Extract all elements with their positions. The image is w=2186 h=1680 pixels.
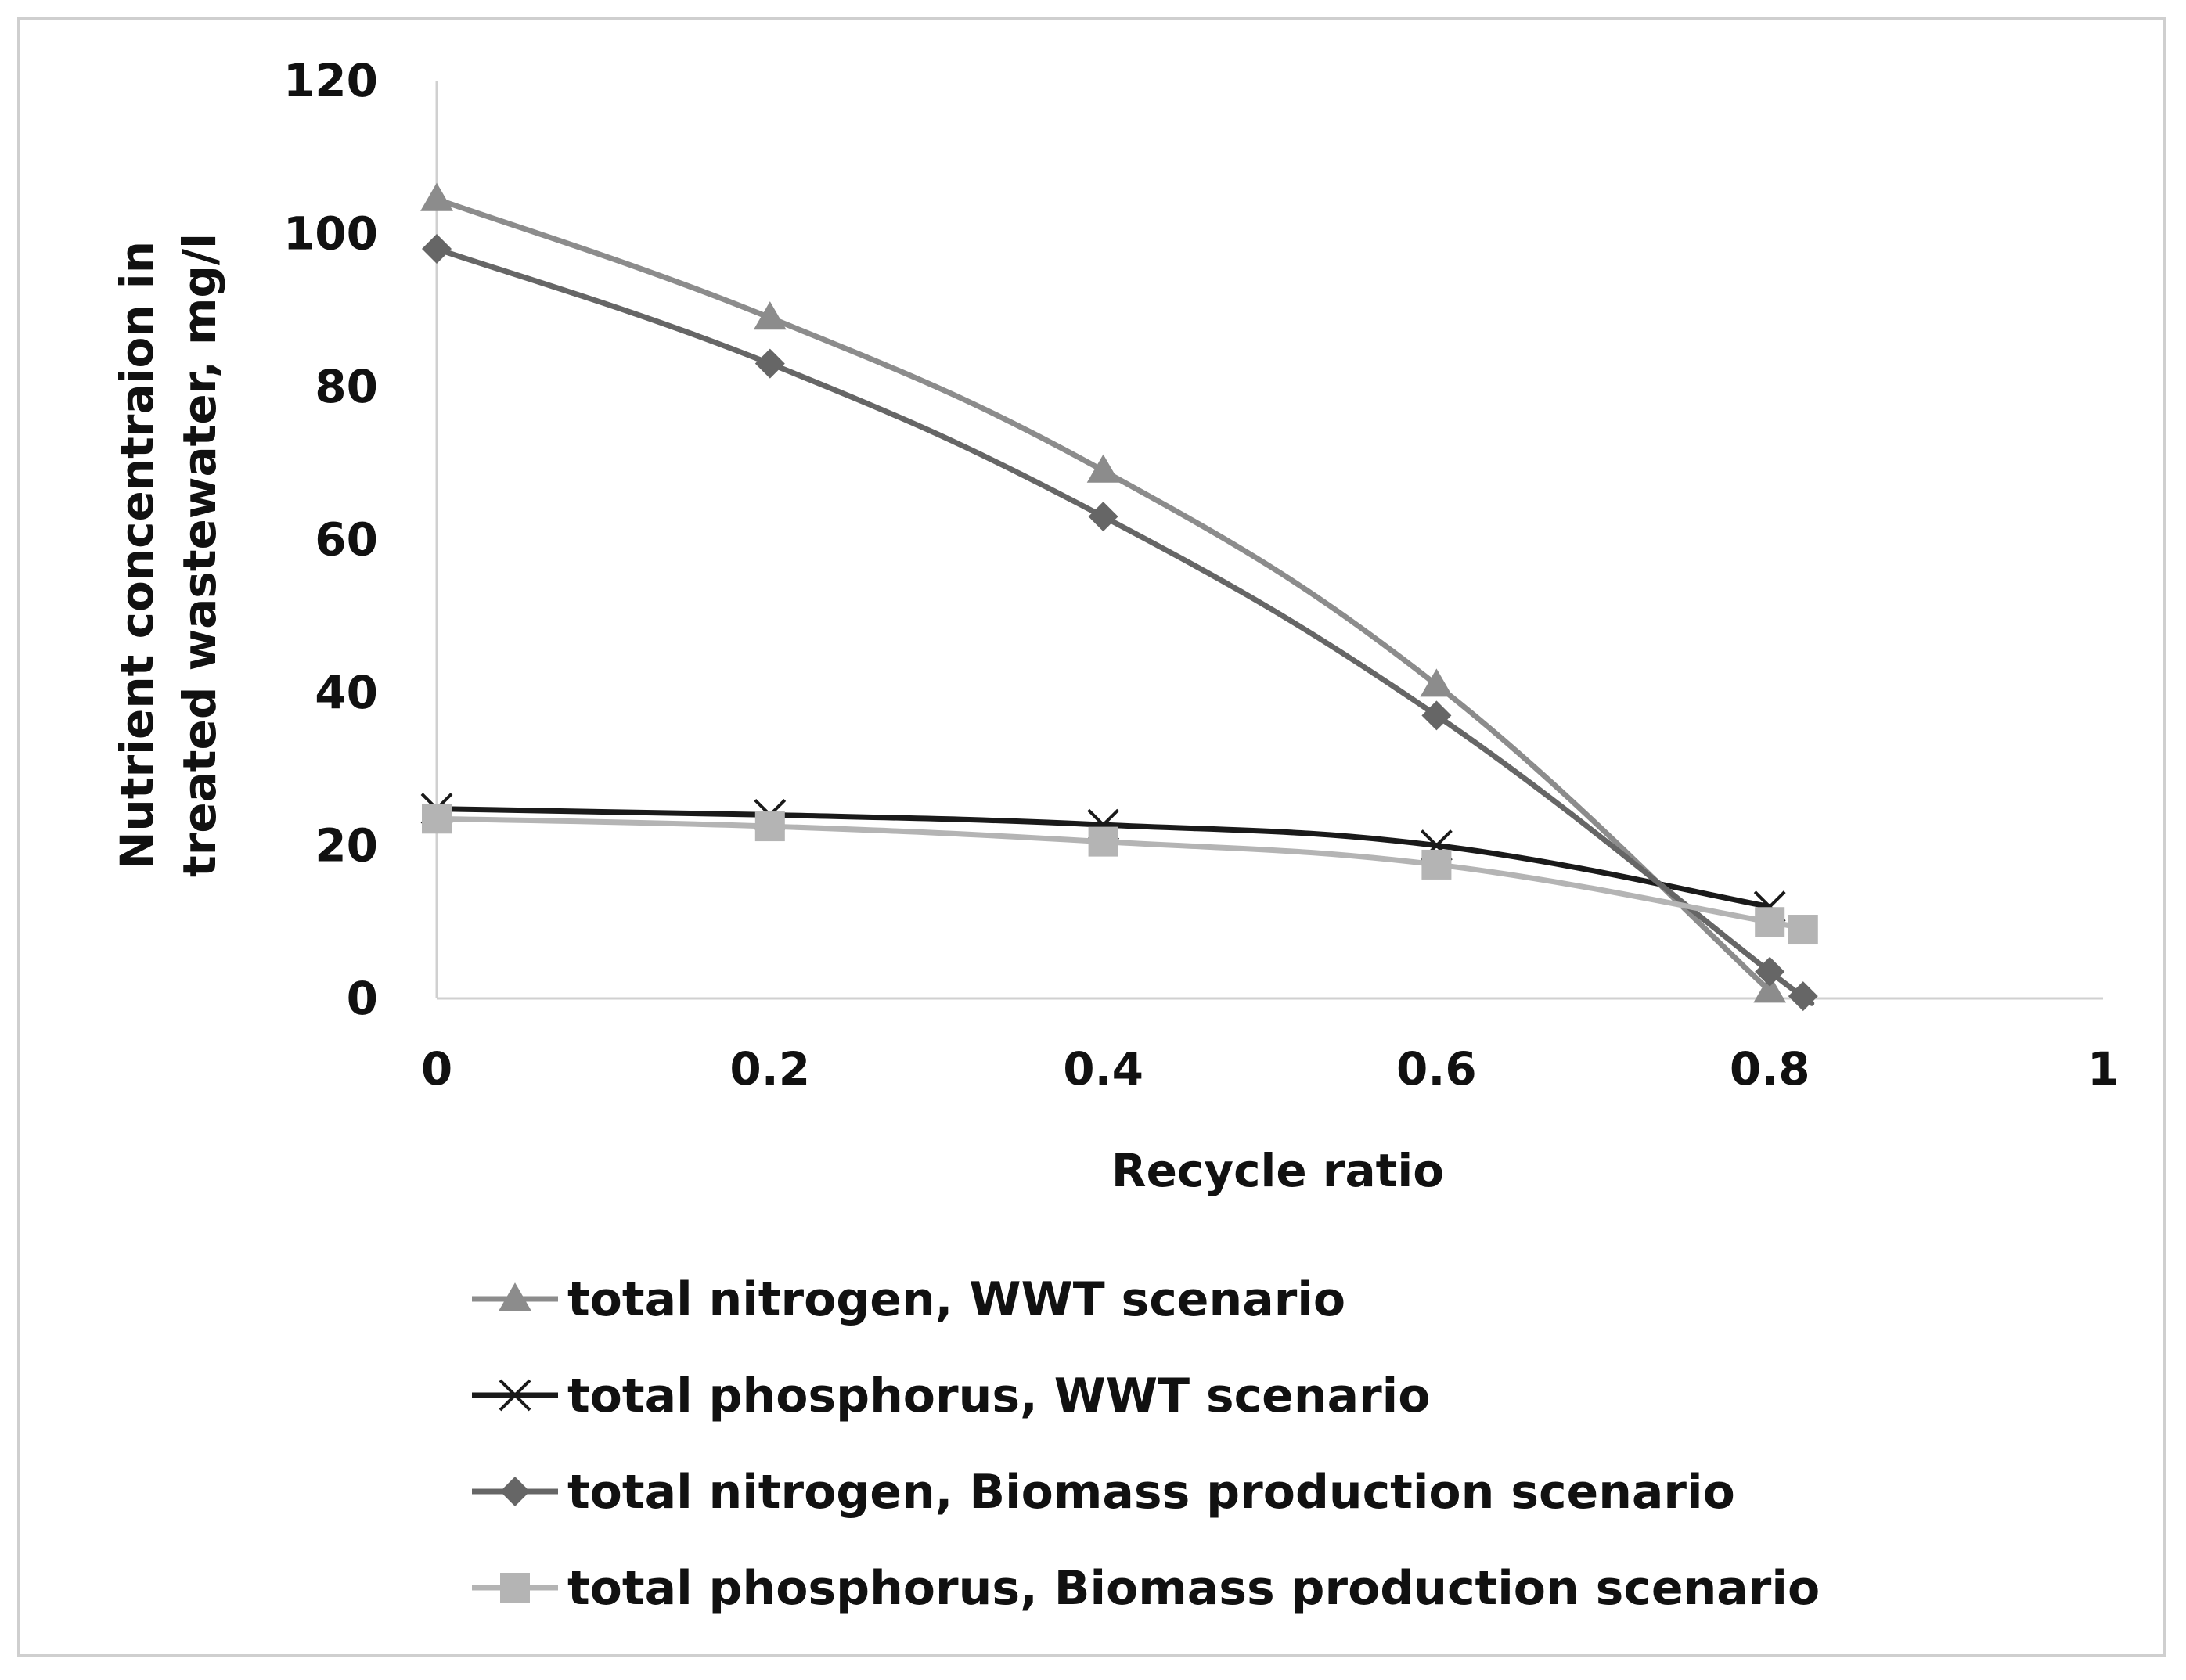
x-axis-title: Recycle ratio [1111,1144,1444,1197]
y-tick-label: 100 [283,207,378,261]
legend-label: total nitrogen, WWT scenario [567,1272,1345,1327]
legend-item: total nitrogen, WWT scenario [472,1272,1345,1327]
series-1 [420,182,1787,1003]
data-point [420,182,453,211]
x-tick-label: 0.8 [1730,1042,1810,1095]
y-tick-label: 60 [315,513,378,567]
y-tick-label: 0 [347,972,378,1025]
data-point [754,348,785,379]
legend-item: total phosphorus, Biomass production sce… [472,1561,1820,1616]
data-point [1086,454,1120,483]
legend-label: total nitrogen, Biomass production scena… [567,1465,1735,1520]
x-tick-label: 0 [421,1042,452,1095]
legend-marker [499,1379,531,1412]
x-tick-label: 0.2 [729,1042,810,1095]
data-point [1788,915,1818,945]
data-point [422,804,452,834]
y-tick-label: 40 [315,666,378,719]
data-point [1088,826,1118,857]
chart-frame: 0 20 40 60 80 100 120 0 0.2 0.4 0.6 0.8 1 Recycle ra… [17,17,2166,1657]
tick-labels: 0 20 40 60 80 100 120 0 0.2 0.4 0.6 0.8 1 [283,54,2119,1095]
data-point [1421,700,1452,731]
series-4 [422,804,1818,945]
series-line [436,815,1815,934]
data-point [422,234,452,264]
y-tick-label: 20 [315,819,378,872]
x-tick-label: 0.6 [1396,1042,1477,1095]
data-point [1788,981,1818,1012]
legend-marker [500,1573,530,1603]
legend-item: total nitrogen, Biomass production scena… [472,1465,1735,1520]
line-chart: 0 20 40 60 80 100 120 0 0.2 0.4 0.6 0.8 1 Recycle ra… [110,54,2119,1616]
legend-label: total phosphorus, WWT scenario [567,1369,1430,1423]
data-point [1755,956,1785,987]
data-point [1753,974,1787,1003]
series-line [435,246,1815,1006]
x-tick-label: 0.4 [1063,1042,1143,1095]
x-tick-label: 1 [2087,1042,2119,1095]
axes [435,81,2103,1000]
legend: total nitrogen, WWT scenario total phosph… [472,1272,1820,1616]
data-point [754,811,785,842]
legend-marker [500,1477,530,1506]
y-tick-label: 120 [283,54,378,107]
series-line [435,196,1772,993]
legend-marker [499,1282,531,1311]
data-point [1088,502,1118,532]
data-point [1421,849,1452,880]
y-tick-label: 80 [315,360,378,413]
series-3 [422,234,1818,1012]
data-point [1755,907,1785,937]
data-point [1420,668,1453,697]
series-2 [420,793,1786,923]
legend-label: total phosphorus, Biomass production sce… [567,1561,1820,1616]
data-point [753,301,787,330]
y-axis-title-line-2: treated wastewater, mg/l [173,233,226,877]
series-layer [420,182,1818,1012]
y-axis-title-line-1: Nutrient concentraion in [110,241,164,869]
legend-item: total phosphorus, WWT scenario [472,1369,1430,1423]
